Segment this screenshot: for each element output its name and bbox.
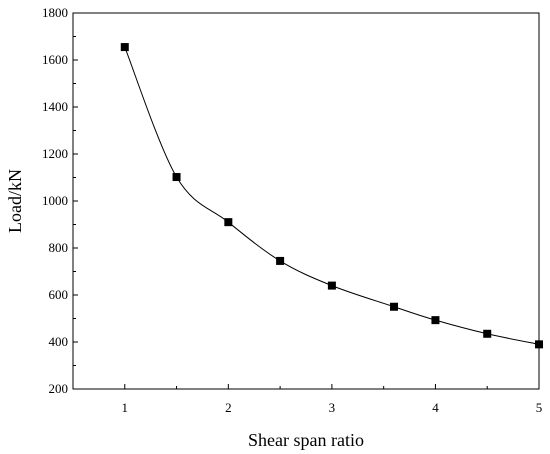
x-axis-title: Shear span ratio <box>248 430 364 450</box>
plot-frame <box>72 12 540 390</box>
x-tick-label: 3 <box>329 400 336 415</box>
y-tick-label: 200 <box>49 381 69 396</box>
y-axis-title: Load/kN <box>5 169 25 233</box>
data-point-marker <box>327 281 336 290</box>
y-tick-label: 1600 <box>42 52 68 67</box>
data-point-marker <box>535 340 543 349</box>
x-tick-label: 4 <box>432 400 439 415</box>
y-tick-label: 600 <box>49 287 69 302</box>
y-tick-label: 1000 <box>42 193 68 208</box>
data-point-marker <box>431 316 440 325</box>
y-tick-label: 1200 <box>42 146 68 161</box>
y-tick-label: 1400 <box>42 99 68 114</box>
data-point-marker <box>120 43 129 52</box>
y-tick-label: 400 <box>49 334 69 349</box>
data-point-marker <box>483 329 492 338</box>
y-axis: 200 400 600 800 1000 1200 1400 1600 1800 <box>42 5 78 396</box>
x-tick-label: 1 <box>122 400 129 415</box>
y-tick-label: 1800 <box>42 5 68 20</box>
y-tick-label: 800 <box>49 240 69 255</box>
series-line <box>124 46 540 345</box>
series-markers <box>120 43 543 349</box>
data-point-marker <box>172 173 181 182</box>
data-point-marker <box>276 256 285 265</box>
data-point-marker <box>390 302 399 311</box>
x-axis: 1 2 3 4 5 <box>122 384 543 415</box>
x-tick-label: 2 <box>225 400 232 415</box>
x-tick-label: 5 <box>536 400 543 415</box>
data-point-marker <box>224 218 233 227</box>
